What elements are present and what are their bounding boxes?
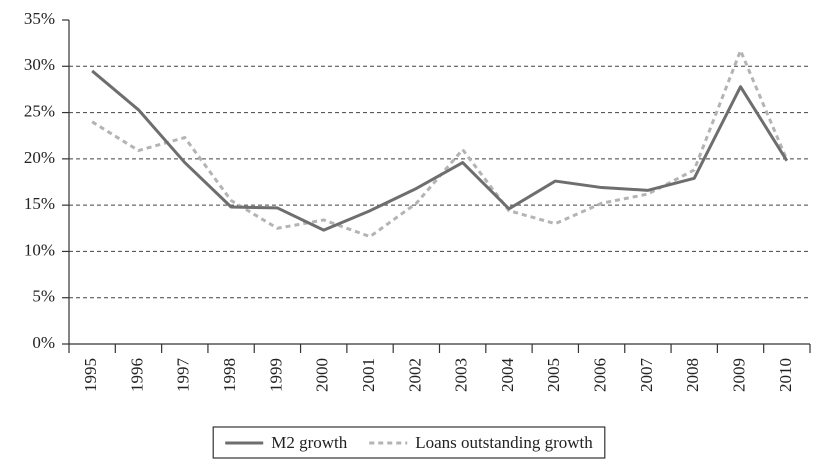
- y-tick-label: 20%: [24, 148, 55, 167]
- legend: M2 growth Loans outstanding growth: [212, 426, 606, 459]
- x-tick-label: 1996: [127, 358, 146, 392]
- y-tick-label: 15%: [24, 194, 55, 213]
- line-series: [91, 49, 789, 239]
- legend-label: M2 growth: [271, 433, 348, 452]
- x-tick-label: 2004: [498, 358, 517, 393]
- x-tick-label: 2003: [452, 358, 471, 392]
- x-tick-label: 1997: [174, 358, 193, 393]
- x-tick-label: 2001: [359, 358, 378, 392]
- x-tick-label: 2007: [637, 358, 656, 393]
- y-tick-label: 35%: [24, 9, 55, 28]
- y-tick-label: 5%: [32, 287, 55, 306]
- x-tick-label: 2010: [776, 358, 795, 392]
- x-tick-label: 2005: [544, 358, 563, 392]
- x-tick-label: 2002: [405, 358, 424, 392]
- x-tick-label: 2009: [729, 358, 748, 392]
- x-tick-label: 2008: [683, 358, 702, 392]
- legend-box: [212, 426, 606, 459]
- y-tick-label: 30%: [24, 55, 55, 74]
- legend-label: Loans outstanding growth: [415, 433, 593, 452]
- x-tick-label: 2000: [313, 358, 332, 392]
- y-tick-label: 10%: [24, 240, 55, 259]
- x-tick-label: 2006: [591, 358, 610, 392]
- y-tick-label: 0%: [32, 333, 55, 352]
- line-series: [91, 69, 789, 232]
- x-tick-label: 1998: [220, 358, 239, 392]
- x-tick-label: 1999: [266, 358, 285, 392]
- x-tick-label: 1995: [81, 358, 100, 392]
- y-tick-label: 25%: [24, 101, 55, 120]
